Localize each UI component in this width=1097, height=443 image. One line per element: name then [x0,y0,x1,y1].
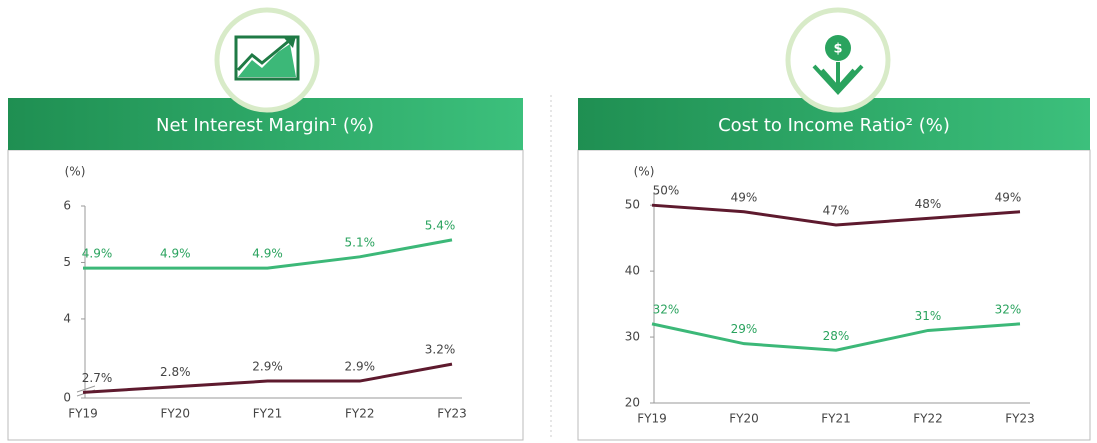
data-label: 49% [995,190,1022,204]
line [83,238,453,270]
y-tick-label: 30 [625,330,640,344]
x-tick-label: FY20 [729,412,759,426]
y-tick-label: 50 [625,198,640,212]
x-tick-label: FY22 [345,407,375,421]
y-tick-label: 20 [625,396,640,410]
data-label: 32% [995,302,1022,316]
x-tick-label: FY23 [1005,412,1035,426]
x-tick-label: FY23 [437,407,467,421]
data-label: 47% [823,203,850,217]
svg-text:$: $ [833,42,842,57]
data-label: 29% [731,322,758,336]
x-tick-label: FY19 [68,407,98,421]
line [651,203,1021,227]
y-axis-label: (%) [65,165,86,179]
line [82,362,453,394]
data-label: 2.9% [252,360,283,374]
data-label: 32% [653,302,680,316]
icon-growth [214,7,320,113]
x-tick-label: FY21 [821,412,851,426]
y-tick-label: 40 [625,264,640,278]
data-label: 49% [731,190,758,204]
data-label: 50% [653,184,680,198]
data-label: 5.1% [345,235,376,249]
data-label: 5.4% [425,218,456,232]
data-label: 48% [915,197,942,211]
data-label: 3.2% [425,343,456,357]
x-tick-label: FY22 [913,412,943,426]
x-tick-label: FY20 [160,407,190,421]
y-tick-label: 6 [63,199,71,213]
y-tick-label: 5 [63,255,71,269]
data-label: 28% [823,329,850,343]
data-label: 4.9% [82,247,113,261]
chart-title: Net Interest Margin¹ (%) [156,115,374,136]
y-axis-label: (%) [634,165,655,179]
line [651,322,1021,352]
data-label: 2.9% [345,360,376,374]
data-label: 2.8% [160,365,191,379]
data-label: 4.9% [160,247,191,261]
chart-title: Cost to Income Ratio² (%) [718,115,950,136]
y-tick-label: 4 [63,311,71,325]
icon-cost: $ [785,7,891,113]
x-tick-label: FY21 [253,407,283,421]
x-tick-label: FY19 [637,412,667,426]
data-label: 2.7% [82,371,113,385]
y-tick-label: 0 [63,391,71,405]
data-label: 4.9% [252,247,283,261]
data-label: 31% [915,309,942,323]
